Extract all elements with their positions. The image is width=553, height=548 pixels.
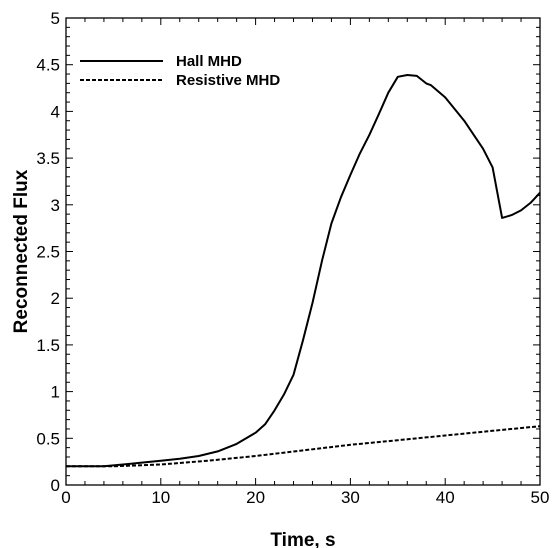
- x-tick-label: 50: [531, 488, 550, 507]
- y-tick-label: 3: [51, 196, 60, 215]
- y-tick-label: 2: [51, 289, 60, 308]
- y-tick-label: 3.5: [36, 149, 60, 168]
- x-tick-label: 10: [151, 488, 170, 507]
- y-tick-label: 5: [51, 9, 60, 28]
- x-tick-label: 20: [246, 488, 265, 507]
- plot-area: [66, 74, 541, 468]
- y-tick-label: 0.5: [36, 429, 60, 448]
- legend: Hall MHD Resistive MHD: [80, 53, 280, 89]
- series-line-resistive-mhd: [66, 425, 541, 468]
- y-tick-label: 1.5: [36, 336, 60, 355]
- series-line-hall-mhd: [66, 74, 541, 468]
- y-axis-title: Reconnected Flux: [11, 169, 32, 333]
- x-tick-label: 40: [436, 488, 455, 507]
- y-tick-label: 4: [51, 102, 60, 121]
- x-tick-label: 30: [341, 488, 360, 507]
- y-tick-label: 4.5: [36, 56, 60, 75]
- legend-label-resistive-mhd: Resistive MHD: [176, 72, 280, 89]
- x-axis-title: Time, s: [270, 530, 335, 548]
- plot-frame: [65, 17, 541, 486]
- x-tick-label: 0: [61, 488, 70, 507]
- y-tick-label: 2.5: [36, 243, 60, 262]
- legend-label-hall-mhd: Hall MHD: [176, 53, 242, 70]
- y-tick-label: 1: [51, 383, 60, 402]
- y-tick-label: 0: [51, 476, 60, 495]
- axes: 0 10 20 30 40 50 0 0.5 1 1.5 2 2.5 3 3.5 4 4.5 5: [36, 9, 549, 507]
